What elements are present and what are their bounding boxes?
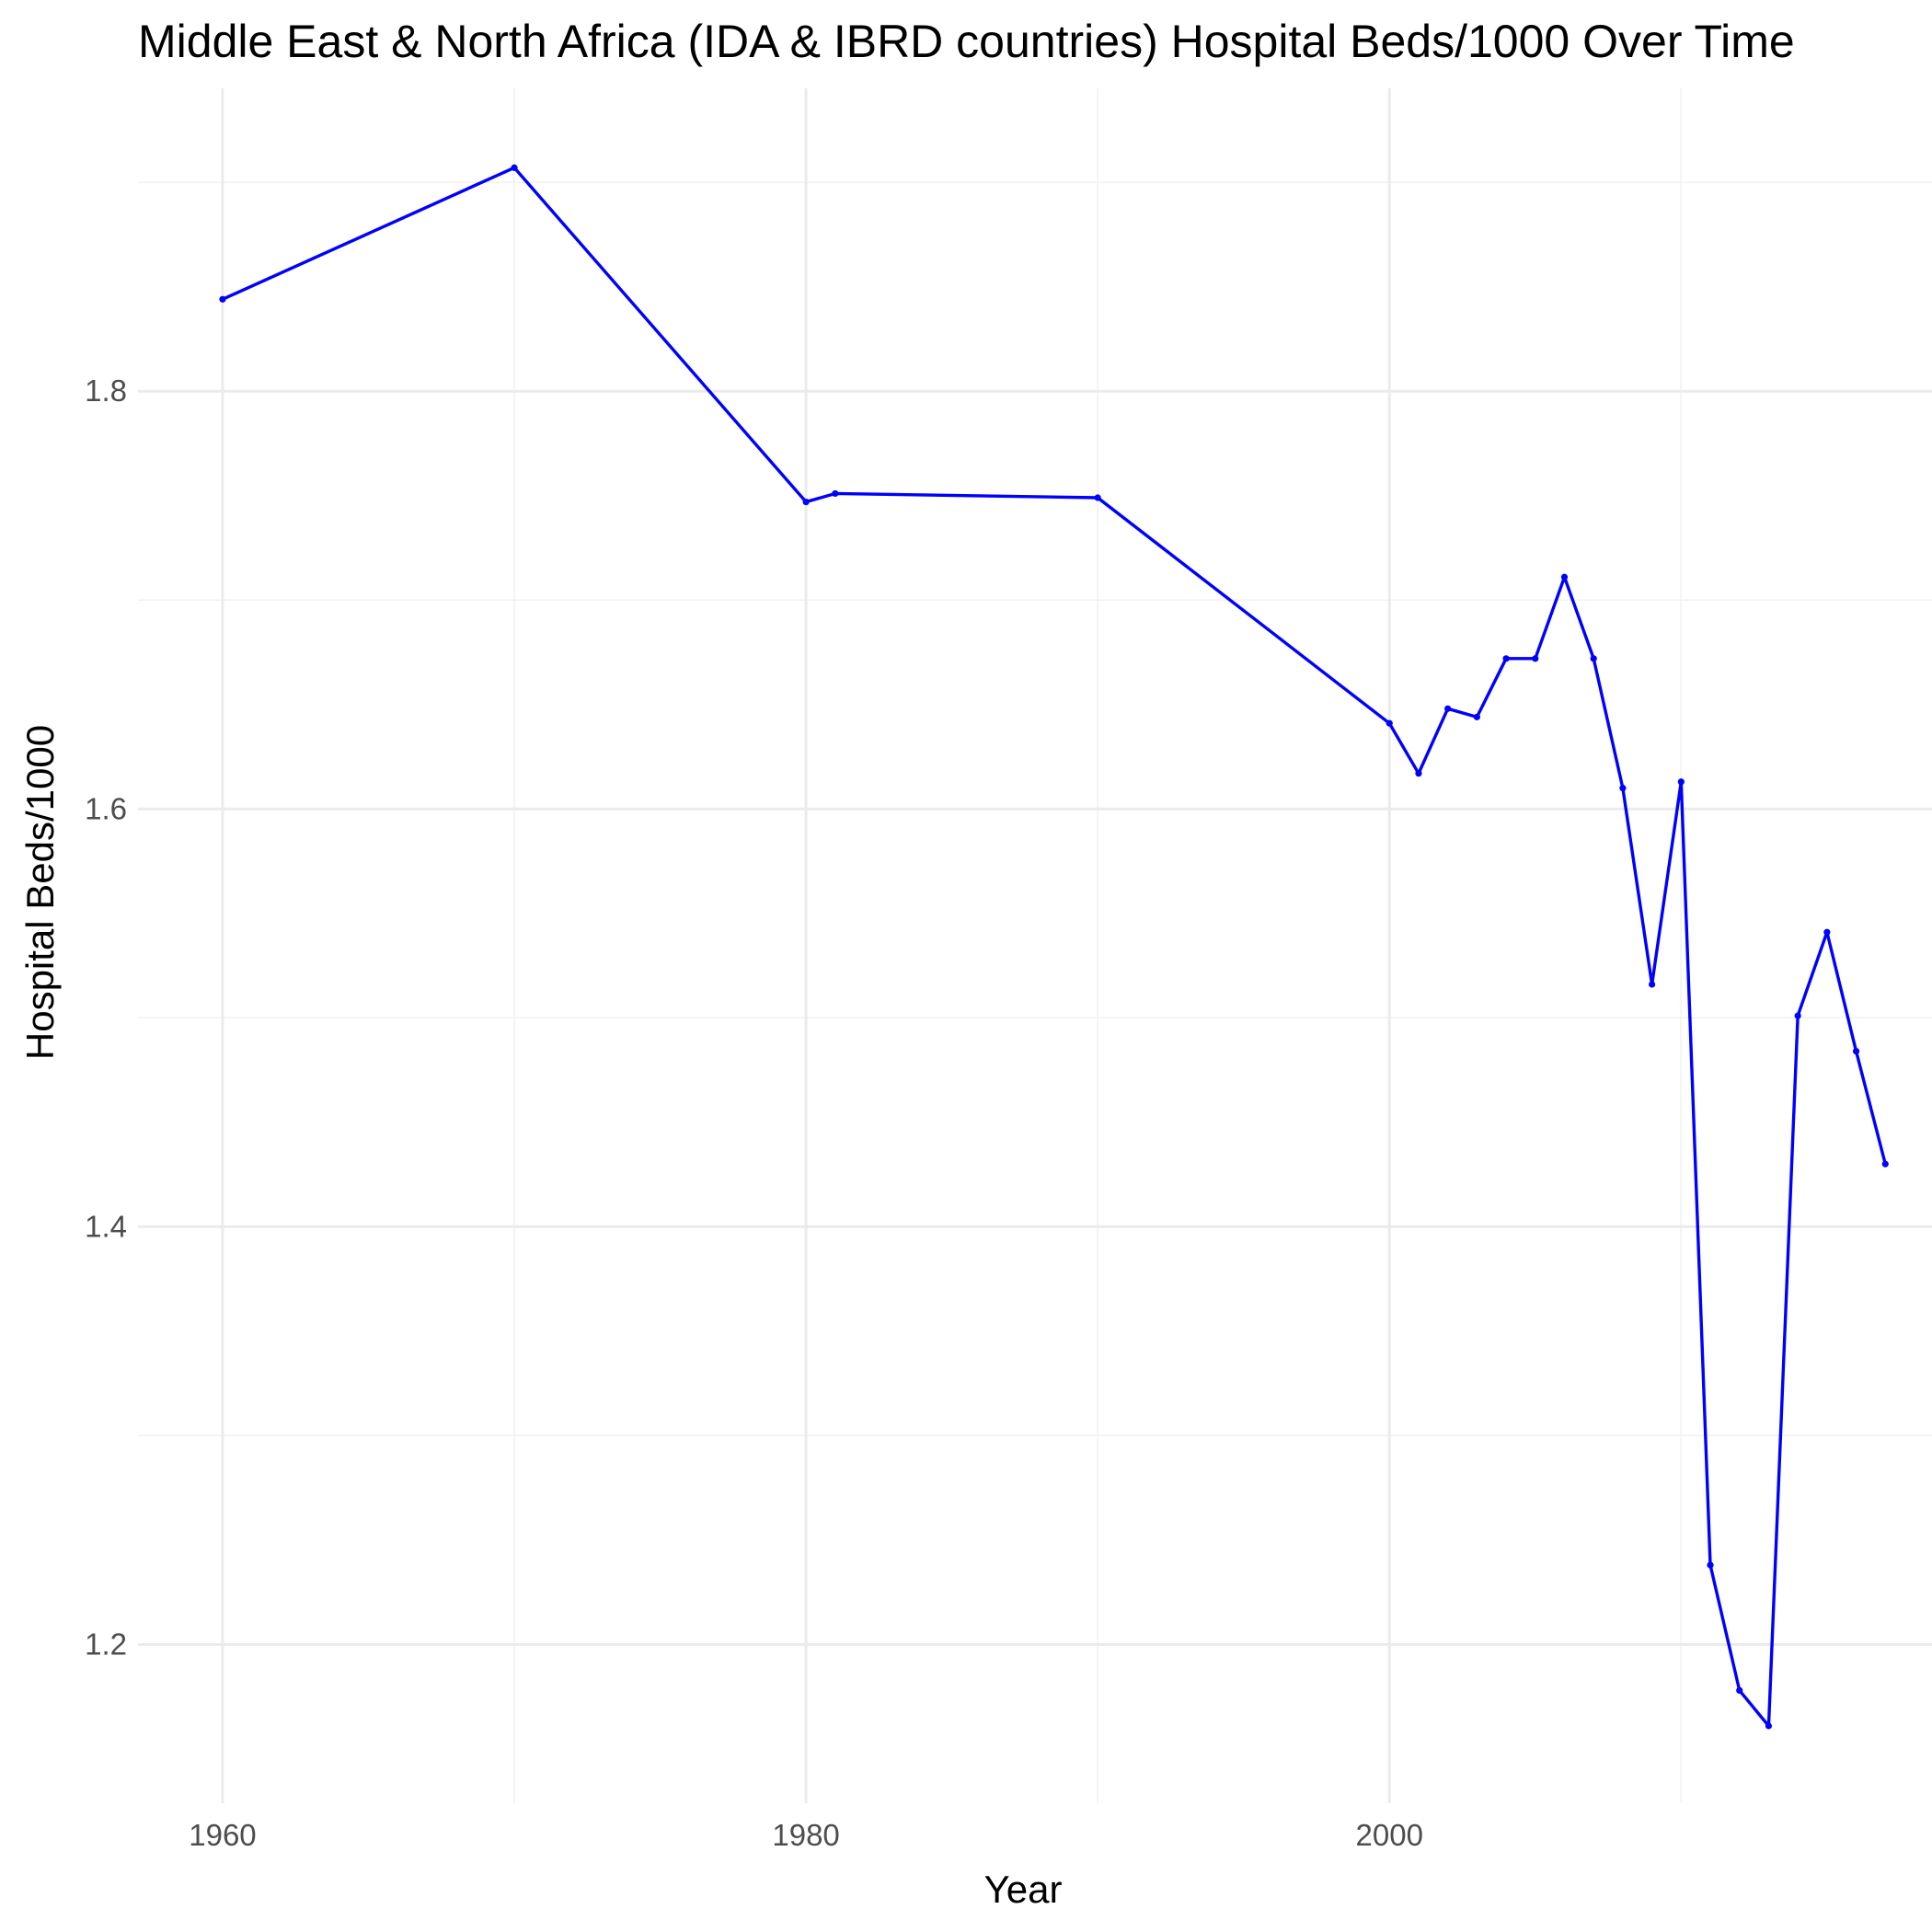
series-line bbox=[221, 166, 1887, 1728]
data-point bbox=[1590, 655, 1597, 662]
x-tick-label: 2000 bbox=[1356, 1818, 1423, 1852]
x-axis-title: Year bbox=[984, 1868, 1063, 1911]
data-point bbox=[1532, 655, 1539, 662]
data-point bbox=[1502, 655, 1510, 662]
data-point bbox=[1560, 573, 1569, 581]
data-point bbox=[1823, 928, 1831, 936]
data-point bbox=[1415, 770, 1422, 777]
data-point bbox=[1473, 713, 1480, 720]
chart-title: Middle East & North Africa (IDA & IBRD c… bbox=[138, 16, 1795, 67]
tick-labels: 1.2 1.4 1.6 1.8 1960 1980 2000 bbox=[85, 374, 1423, 1852]
data-point bbox=[1444, 705, 1452, 712]
y-tick-label: 1.6 bbox=[85, 791, 127, 825]
data-point bbox=[1386, 719, 1393, 727]
data-point bbox=[219, 295, 226, 303]
data-point bbox=[832, 489, 839, 498]
data-point bbox=[1677, 778, 1685, 786]
data-point bbox=[802, 498, 810, 506]
data-point bbox=[1736, 1686, 1743, 1694]
grid-layer bbox=[138, 88, 1932, 1803]
y-tick-label: 1.4 bbox=[85, 1209, 127, 1243]
data-point bbox=[1852, 1048, 1860, 1055]
data-point bbox=[511, 164, 518, 171]
y-tick-label: 1.2 bbox=[85, 1627, 127, 1661]
data-point bbox=[1649, 981, 1656, 988]
data-point bbox=[1765, 1722, 1773, 1730]
x-tick-label: 1980 bbox=[772, 1818, 839, 1852]
data-point bbox=[1619, 784, 1627, 792]
data-point bbox=[1881, 1160, 1889, 1167]
data-point bbox=[1707, 1561, 1714, 1569]
y-axis-title: Hospital Beds/1000 bbox=[18, 725, 62, 1060]
series-layer bbox=[219, 164, 1889, 1730]
x-tick-label: 1960 bbox=[189, 1818, 256, 1852]
data-point bbox=[1094, 494, 1101, 501]
data-point bbox=[1794, 1012, 1801, 1019]
y-tick-label: 1.8 bbox=[85, 374, 127, 408]
